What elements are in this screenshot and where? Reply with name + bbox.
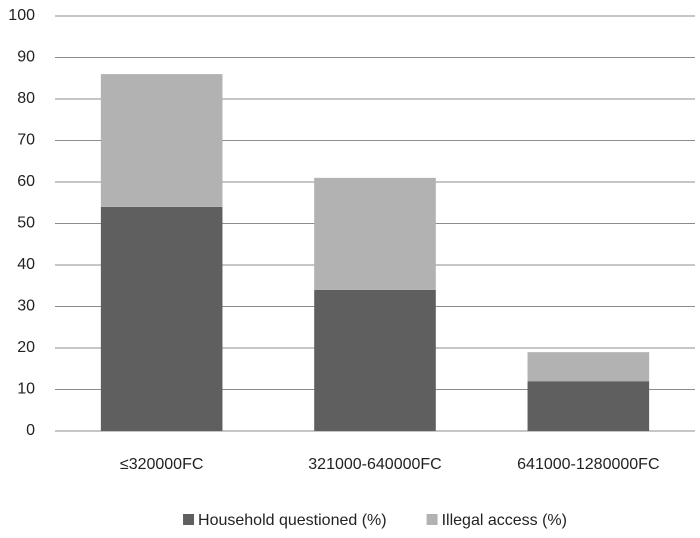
y-tick-label: 10 (17, 381, 35, 398)
x-tick-label: ≤320000FC (120, 456, 204, 473)
y-tick-label: 80 (17, 90, 35, 107)
y-tick-label: 60 (17, 173, 35, 190)
bar-segment (100, 206, 223, 431)
x-tick-label: 641000-1280000FC (517, 456, 659, 473)
x-tick-label: 321000-640000FC (308, 456, 441, 473)
legend-swatch (426, 514, 438, 525)
legend-label: Household questioned (%) (198, 512, 387, 529)
bar-segment (314, 289, 436, 431)
bar-segment (100, 74, 223, 207)
y-tick-label: 20 (17, 339, 35, 356)
legend-swatch (183, 514, 195, 525)
bar-segment (527, 381, 650, 431)
y-tick-label: 50 (17, 215, 35, 232)
y-tick-label: 0 (26, 422, 35, 439)
y-tick-label: 100 (8, 7, 35, 24)
y-tick-label: 70 (17, 132, 35, 149)
y-tick-label: 90 (17, 49, 35, 66)
y-tick-label: 30 (17, 298, 35, 315)
bar-segment (527, 352, 650, 382)
bar-segment (314, 177, 436, 290)
legend-label: Illegal access (%) (442, 512, 567, 529)
y-tick-label: 40 (17, 256, 35, 273)
